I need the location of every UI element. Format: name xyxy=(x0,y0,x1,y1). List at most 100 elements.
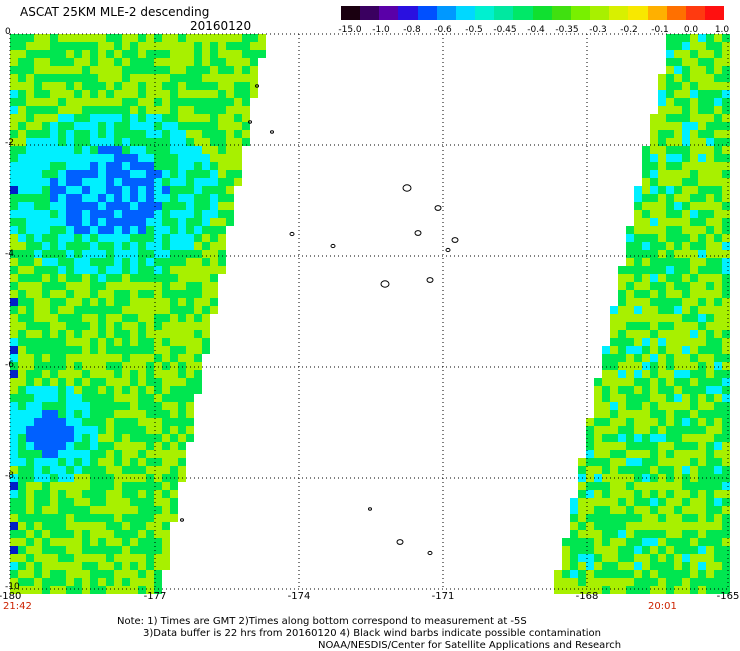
swath-cell xyxy=(674,194,682,202)
swath-cell xyxy=(674,378,682,386)
swath-cell xyxy=(698,218,706,226)
swath-cell xyxy=(90,506,98,514)
swath-cell xyxy=(138,58,146,66)
swath-cell xyxy=(130,282,138,290)
swath-cell xyxy=(162,306,170,314)
swath-cell xyxy=(706,306,714,314)
swath-cell xyxy=(26,290,34,298)
swath-cell xyxy=(674,34,682,42)
swath-cell xyxy=(34,138,42,146)
swath-cell xyxy=(42,242,50,250)
swath-cell xyxy=(122,386,130,394)
swath-cell xyxy=(666,42,674,50)
swath-cell xyxy=(74,162,82,170)
swath-cell xyxy=(90,290,98,298)
swath-cell xyxy=(594,554,602,562)
swath-cell xyxy=(234,74,242,82)
x-tick-label: -168 xyxy=(575,591,599,602)
swath-cell xyxy=(722,578,730,586)
swath-cell xyxy=(714,466,722,474)
swath-cell xyxy=(194,226,202,234)
swath-cell xyxy=(194,178,202,186)
swath-cell xyxy=(562,570,570,578)
swath-cell xyxy=(650,146,658,154)
swath-cell xyxy=(82,562,90,570)
swath-cell xyxy=(202,90,210,98)
swath-cell xyxy=(602,410,610,418)
swath-cell xyxy=(682,66,690,74)
swath-cell xyxy=(602,578,610,586)
swath-cell xyxy=(122,418,130,426)
swath-cell xyxy=(170,506,178,514)
swath-cell xyxy=(114,458,122,466)
swath-cell xyxy=(90,354,98,362)
swath-cell xyxy=(626,322,634,330)
swath-cell xyxy=(154,346,162,354)
swath-cell xyxy=(202,210,210,218)
swath-cell xyxy=(706,498,714,506)
swath-cell xyxy=(658,386,666,394)
swath-cell xyxy=(114,266,122,274)
swath-cell xyxy=(626,538,634,546)
swath-cell xyxy=(10,42,18,50)
swath-cell xyxy=(690,130,698,138)
swath-cell xyxy=(578,514,586,522)
swath-cell xyxy=(106,586,114,594)
swath-cell xyxy=(218,226,226,234)
swath-cell xyxy=(690,138,698,146)
swath-cell xyxy=(82,514,90,522)
swath-cell xyxy=(26,74,34,82)
swath-cell xyxy=(706,442,714,450)
colorbar-label: 1.0 xyxy=(714,25,730,35)
swath-cell xyxy=(602,506,610,514)
swath-cell xyxy=(602,498,610,506)
swath-cell xyxy=(50,546,58,554)
swath-cell xyxy=(202,258,210,266)
swath-cell xyxy=(66,442,74,450)
swath-cell xyxy=(618,282,626,290)
swath-cell xyxy=(690,538,698,546)
swath-cell xyxy=(162,298,170,306)
swath-cell xyxy=(146,482,154,490)
swath-cell xyxy=(162,34,170,42)
swath-cell xyxy=(178,338,186,346)
swath-cell xyxy=(202,242,210,250)
swath-cell xyxy=(50,386,58,394)
swath-cell xyxy=(674,570,682,578)
island-outline xyxy=(402,184,412,192)
swath-cell xyxy=(50,402,58,410)
swath-cell xyxy=(10,154,18,162)
swath-cell xyxy=(154,58,162,66)
swath-cell xyxy=(706,458,714,466)
swath-cell xyxy=(194,194,202,202)
swath-cell xyxy=(178,194,186,202)
swath-cell xyxy=(634,330,642,338)
swath-cell xyxy=(666,562,674,570)
swath-cell xyxy=(90,266,98,274)
swath-cell xyxy=(42,122,50,130)
swath-cell xyxy=(690,290,698,298)
swath-cell xyxy=(698,242,706,250)
swath-cell xyxy=(618,426,626,434)
swath-cell xyxy=(58,386,66,394)
swath-cell xyxy=(554,586,562,594)
colorbar-label: -0.35 xyxy=(555,25,579,35)
swath-cell xyxy=(658,98,666,106)
swath-cell xyxy=(170,498,178,506)
swath-cell xyxy=(202,202,210,210)
swath-cell xyxy=(130,498,138,506)
swath-cell xyxy=(690,386,698,394)
swath-cell xyxy=(666,482,674,490)
swath-cell xyxy=(562,586,570,594)
swath-cell xyxy=(202,266,210,274)
swath-cell xyxy=(594,378,602,386)
swath-cell xyxy=(122,362,130,370)
swath-cell xyxy=(578,466,586,474)
swath-cell xyxy=(714,58,722,66)
swath-cell xyxy=(82,218,90,226)
swath-cell xyxy=(650,506,658,514)
swath-cell xyxy=(618,578,626,586)
swath-cell xyxy=(98,218,106,226)
swath-cell xyxy=(682,82,690,90)
swath-cell xyxy=(602,394,610,402)
